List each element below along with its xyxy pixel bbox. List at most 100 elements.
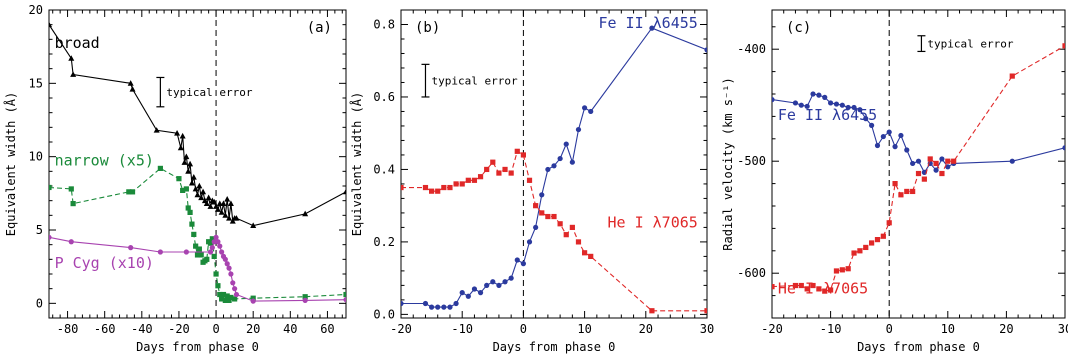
panel-c-series-he-i-7065-point bbox=[845, 266, 851, 272]
panel-c-series-fe-ii-6455-point bbox=[898, 132, 904, 139]
panel-a-frame bbox=[48, 9, 347, 319]
panel-c-series-fe-ii-6455-point bbox=[804, 103, 810, 109]
panel-c-series-fe-ii-6455-point bbox=[828, 100, 834, 106]
panel-b-series-fe-ii-6455-point bbox=[704, 47, 707, 53]
panel-b-series-fe-ii-6455-point bbox=[575, 126, 582, 133]
panel-a-xtick-label: -20 bbox=[168, 322, 190, 336]
panel-a-ytick-label: 15 bbox=[29, 76, 43, 90]
panel-b-series-fe-ii-6455-point bbox=[582, 105, 588, 111]
panel-b-series-fe-ii-6455-point bbox=[459, 290, 465, 296]
panel-c-series-he-i-7065-point bbox=[772, 284, 775, 290]
panel-b-series-fe-ii-6455-point bbox=[526, 239, 533, 245]
panel-a-series-p-cyg-x10-point bbox=[217, 243, 223, 249]
panel-b-series-he-i-7065-point bbox=[508, 170, 514, 176]
panel-b-series-he-i-7065-point bbox=[435, 188, 441, 194]
panel-a-series-narrow-x5-point bbox=[198, 252, 204, 258]
panel-c-series-he-i-7065-point bbox=[921, 176, 927, 182]
panel-a-series-broad-point bbox=[200, 188, 207, 195]
panel-c-series-he-i-7065-point bbox=[880, 233, 886, 239]
panel-b-series-fe-ii-6455-label: Fe II λ6455 bbox=[598, 14, 697, 32]
panel-a-series-narrow-x5-point bbox=[217, 291, 223, 298]
panel-a-series-narrow-x5-point bbox=[194, 252, 201, 258]
panel-a-series-p-cyg-x10-label: P Cyg (x10) bbox=[55, 254, 154, 272]
panel-b-xtick-label: 20 bbox=[639, 322, 653, 336]
panel-a-series-broad-point bbox=[227, 200, 234, 206]
panel-c-xtick-label: 0 bbox=[886, 322, 893, 336]
panel-c-series-he-i-7065-point bbox=[1062, 43, 1065, 49]
panel-a-xtick-label: 40 bbox=[283, 322, 297, 336]
panel-a-typical-error: typical error bbox=[156, 76, 253, 108]
panel-a-xtick-label: -80 bbox=[57, 322, 79, 336]
panel-c-series-fe-ii-6455-point bbox=[857, 107, 863, 113]
panel-b-series-fe-ii-6455-point bbox=[649, 25, 655, 31]
panel-c-series-he-i-7065-point bbox=[869, 240, 875, 246]
panel-c-ytick-label: -500 bbox=[737, 154, 766, 168]
panel-a-ytick-label: 5 bbox=[36, 223, 43, 237]
panel-a-series-broad-point bbox=[220, 200, 227, 206]
panel-b-series-fe-ii-6455-point bbox=[545, 166, 551, 173]
panel-a-series-broad-point bbox=[127, 80, 134, 86]
panel-b-series-he-i-7065-point bbox=[502, 166, 508, 173]
panel-b-series-fe-ii-6455-point bbox=[551, 163, 557, 169]
panel-a-series-broad-point bbox=[233, 215, 240, 221]
panel-a-series-broad-point bbox=[68, 55, 75, 61]
panel-c-series-fe-ii-6455-point bbox=[822, 94, 828, 100]
panel-a-series-p-cyg-x10-point bbox=[228, 271, 234, 277]
panel-b-series-fe-ii-6455-point bbox=[514, 257, 520, 263]
panel-c-series-fe-ii-6455-point bbox=[939, 156, 945, 162]
panel-c-series-he-i-7065-point bbox=[886, 220, 892, 226]
panel-b-series-fe-ii-6455-point bbox=[508, 275, 514, 281]
panel-a-series-broad-point bbox=[218, 209, 225, 215]
panel-b-xlabel: Days from phase 0 bbox=[493, 340, 616, 354]
panel-a-series-narrow-x5-point bbox=[187, 209, 193, 215]
panel-a-series-broad-point bbox=[224, 196, 231, 202]
panel-b-series-he-i-7065-point bbox=[477, 174, 484, 180]
panel-b-series-fe-ii-6455-point bbox=[569, 159, 575, 165]
panel-a-series-narrow-x5-point bbox=[193, 243, 199, 249]
panel-c-series-fe-ii-6455-point bbox=[798, 102, 804, 108]
panel-c-series-he-i-7065-point bbox=[945, 158, 951, 164]
panel-a-series-p-cyg-x10-point bbox=[128, 245, 134, 251]
panel-a-series-narrow-x5-label: narrow (x5) bbox=[55, 151, 154, 169]
panel-b-ytick-label: 0.0 bbox=[373, 307, 395, 321]
panel-b-series-he-i-7065 bbox=[401, 148, 707, 314]
panel-a-series-p-cyg-x10-point bbox=[226, 265, 232, 271]
panel-a-series-narrow-x5-point bbox=[211, 253, 217, 259]
panel-c-series-he-i-7065-point bbox=[939, 170, 945, 177]
panel-a-ylabel: Equivalent width (Å) bbox=[3, 92, 18, 237]
panel-c-xtick-label: -10 bbox=[820, 322, 842, 336]
panel-a-xtick-label: 60 bbox=[320, 322, 334, 336]
panel-a-series-narrow-x5-point bbox=[189, 221, 195, 227]
panel-a-series-broad-label: broad bbox=[55, 34, 100, 52]
panel-c-series-he-i-7065-point bbox=[839, 267, 845, 273]
panel-a-series-p-cyg-x10-point bbox=[49, 234, 52, 240]
panel-a-series-narrow-x5-point bbox=[209, 236, 215, 242]
panel-b-series-fe-ii-6455-point bbox=[533, 224, 539, 231]
panel-c-xtick-label: 20 bbox=[999, 322, 1013, 336]
panel-c-xlabel: Days from phase 0 bbox=[857, 340, 980, 354]
panel-a-series-broad-point bbox=[185, 168, 192, 174]
panel-b-series-fe-ii-6455-point bbox=[465, 293, 471, 299]
panel-a-series-narrow-x5-point bbox=[196, 246, 202, 252]
typical-error-label: typical error bbox=[431, 75, 517, 88]
panel-a-ytick-label: 20 bbox=[29, 3, 43, 17]
panel-c-series-he-i-7065-point bbox=[822, 288, 828, 294]
panel-a-series-narrow-x5-point bbox=[250, 295, 256, 301]
panel-a-label: (a) bbox=[307, 20, 332, 36]
panel-a-series-broad-point bbox=[207, 203, 214, 209]
panel-c-series-fe-ii-6455-point bbox=[1009, 158, 1015, 164]
panel-c-series-he-i-7065-point bbox=[1009, 73, 1015, 79]
panel-b-ylabel: Equivalent width (Å) bbox=[349, 92, 364, 237]
panel-a-series-narrow-x5-point bbox=[302, 294, 308, 300]
panel-b-series-he-i-7065-point bbox=[401, 184, 404, 191]
panel-a-series-narrow-x5-point bbox=[126, 189, 132, 195]
panel-c-series-fe-ii-6455-point bbox=[839, 102, 845, 108]
panel-b-series-fe-ii-6455-point bbox=[588, 108, 594, 115]
panel-c: -20 -10 0 10 20 30 -600 -500 -400 Days from phase… bbox=[721, 9, 1068, 354]
panel-c-label: (c) bbox=[786, 20, 811, 36]
panel-c-series-fe-ii-6455-point bbox=[1062, 145, 1065, 151]
panel-b-series-fe-ii-6455-point bbox=[401, 300, 404, 307]
panel-a-series-narrow-x5-point bbox=[232, 296, 238, 302]
panel-a-series-broad-point bbox=[190, 174, 197, 180]
